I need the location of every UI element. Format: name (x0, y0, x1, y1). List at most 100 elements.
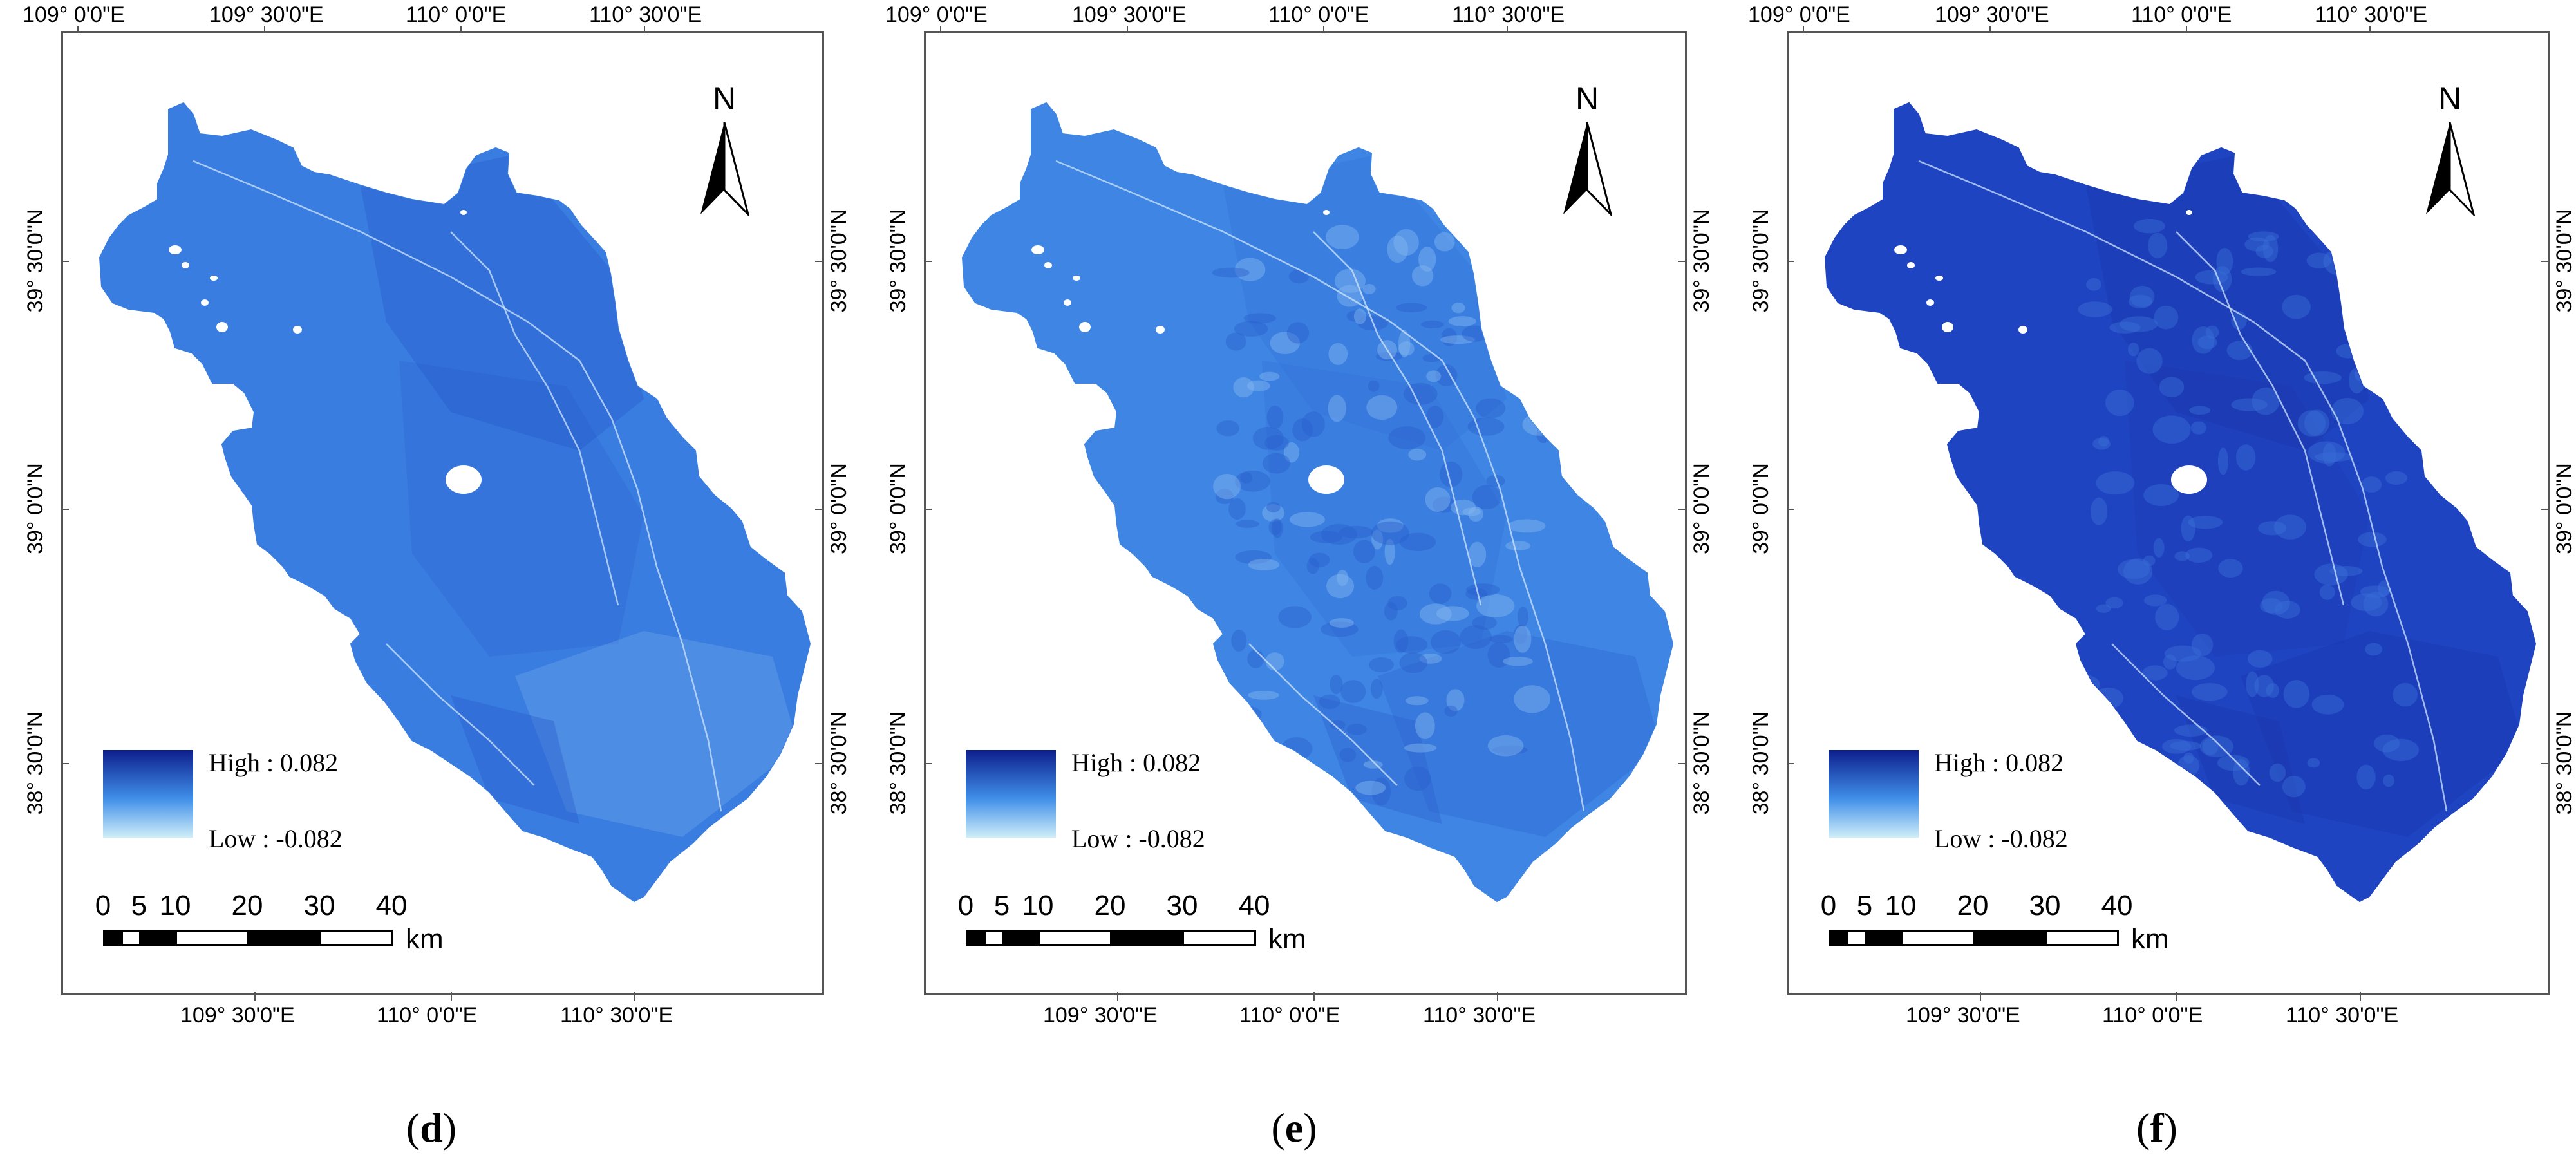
texture-blob (1479, 310, 1506, 319)
caption-open: ( (406, 1105, 420, 1151)
scale-bar-tick-label: 30 (2029, 890, 2061, 921)
texture-blob (2086, 278, 2101, 291)
graticule-tick (644, 26, 645, 33)
texture-blob (1228, 498, 1246, 520)
texture-blob (1234, 321, 1268, 337)
north-arrow: N (2421, 80, 2479, 216)
texture-blob (2153, 538, 2165, 558)
bottom-longitude-label: 109° 30'0"E (1906, 1003, 2020, 1028)
top-longitude-label: 110° 0'0"E (406, 3, 507, 27)
map-panel-e: 109° 0'0"E 109° 30'0"E 110° 0'0"E 110° 30'0… (863, 0, 1725, 1166)
texture-blob (2297, 410, 2326, 437)
graticule-tick (1117, 992, 1118, 1001)
texture-blob (2356, 764, 2376, 790)
scale-bar-segment (319, 930, 393, 946)
graticule-tick (1980, 992, 1981, 1001)
texture-blob (1514, 625, 1527, 644)
texture-blob (1326, 574, 1355, 599)
texture-blob (1441, 328, 1458, 346)
bottom-longitude-label: 110° 30'0"E (560, 1003, 673, 1028)
texture-blob (2105, 389, 2134, 417)
scale-bar-segment (175, 930, 249, 946)
texture-blob (1396, 303, 1427, 313)
texture-blob (1369, 657, 1394, 673)
right-latitude-label: 39° 0'0"N (827, 463, 851, 554)
study-area-region (99, 102, 811, 903)
bottom-longitude-label: 110° 0'0"E (1239, 1003, 1340, 1028)
lake-hole (2018, 326, 2027, 334)
texture-blob (2304, 371, 2342, 384)
texture-blob (1418, 247, 1436, 272)
texture-blob (2231, 398, 2268, 411)
lake-hole (1894, 245, 1907, 254)
texture-blob (1233, 377, 1254, 398)
scale-bar-segment (1110, 930, 1184, 946)
tone-zone (1262, 361, 1507, 657)
texture-blob (1288, 269, 1310, 284)
texture-blob (1264, 435, 1289, 451)
texture-blob (1247, 649, 1264, 668)
graticule-tick (61, 261, 69, 262)
texture-blob (1248, 559, 1280, 571)
top-longitude-label: 110° 30'0"E (2315, 3, 2428, 27)
texture-blob (2185, 547, 2213, 563)
scale-bar: 0 5 10 20 30 40 km (958, 892, 1365, 963)
texture-blob (2128, 294, 2153, 309)
texture-blob (1446, 689, 1465, 711)
texture-blob (2188, 516, 2223, 529)
bottom-longitude-label: 110° 0'0"E (2102, 1003, 2203, 1028)
scale-bar-tick-label: 20 (231, 890, 263, 921)
texture-blob (2245, 671, 2259, 697)
texture-blob (2134, 218, 2165, 234)
north-arrow: N (1558, 80, 1616, 216)
caption-open: ( (1271, 1105, 1285, 1151)
texture-blob (1487, 735, 1524, 757)
study-area-region (1824, 102, 2537, 903)
texture-blob (1494, 234, 1528, 255)
texture-blob (1212, 267, 1250, 278)
graticule-tick (1787, 763, 1794, 764)
lake-hole (1079, 322, 1091, 332)
scale-bar-tick-label: 20 (1957, 890, 1989, 921)
texture-blob (1377, 518, 1404, 533)
texture-blob (1328, 343, 1348, 365)
texture-blob (2109, 321, 2141, 334)
bottom-longitude-label: 110° 0'0"E (377, 1003, 478, 1028)
scale-bar-segment (984, 930, 1004, 946)
texture-blob (2393, 682, 2418, 707)
texture-blob (1225, 332, 1246, 351)
right-latitude-label: 39° 30'0"N (1689, 209, 1714, 313)
texture-blob (1408, 448, 1427, 461)
texture-blob (2154, 305, 2179, 330)
graticule-tick (2541, 509, 2548, 510)
tone-zone (1313, 695, 1442, 824)
panel-caption: (f) (1725, 1104, 2576, 1152)
study-area-map (1824, 102, 2537, 903)
texture-blob (2244, 237, 2270, 252)
scale-bar-segment (1002, 930, 1040, 946)
legend-high-label: High : 0.082 (209, 748, 339, 777)
texture-blob (2183, 752, 2194, 764)
scale-bar-segment (247, 930, 321, 946)
top-longitude-label: 109° 30'0"E (1072, 3, 1187, 27)
texture-blob (2142, 665, 2168, 681)
texture-blob (2255, 245, 2273, 258)
study-area-map (99, 102, 811, 903)
texture-blob (1215, 489, 1234, 505)
texture-blob (1340, 680, 1366, 703)
tone-zone (2125, 361, 2369, 657)
left-latitude-label: 39° 0'0"N (886, 463, 910, 554)
texture-blob (1326, 225, 1359, 250)
texture-blob (1503, 656, 1533, 666)
texture-blob (2308, 441, 2346, 464)
right-latitude-label: 39° 0'0"N (1689, 463, 1714, 554)
graticule-tick (924, 763, 932, 764)
texture-blob (1426, 370, 1442, 382)
texture-blob (1403, 382, 1438, 405)
texture-blob (1248, 690, 1279, 700)
panel-caption: (e) (863, 1104, 1725, 1152)
legend-color-ramp (1829, 750, 1919, 838)
graticule-tick (1803, 26, 1804, 33)
study-area-map (961, 102, 1674, 903)
tone-zone (399, 361, 644, 657)
